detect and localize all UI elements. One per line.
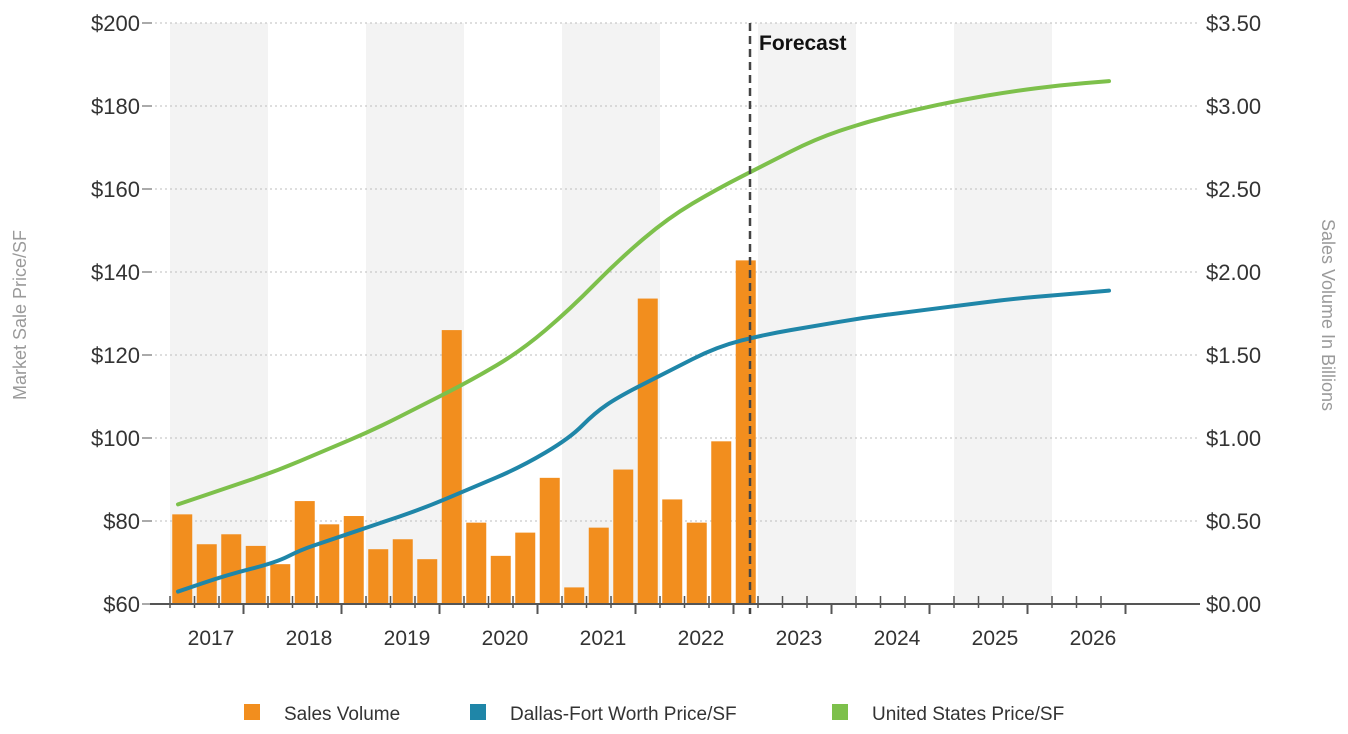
sales-volume-bars [172, 260, 756, 604]
year-band-2017 [170, 23, 268, 604]
x-tick-label: 2019 [384, 627, 431, 650]
forecast-label: Forecast [759, 32, 847, 55]
sales-volume-bar [564, 587, 585, 604]
sales-volume-bar [735, 260, 756, 604]
price-lines [176, 79, 1111, 594]
y-left-tick-label: $120 [91, 343, 140, 368]
y-right-tick-label: $1.00 [1206, 426, 1261, 451]
sales-volume-bar [221, 534, 242, 604]
sales-volume-bar [490, 555, 511, 604]
y-right-tick-label: $2.00 [1206, 260, 1261, 285]
sales-volume-bar [319, 524, 340, 604]
sales-volume-bar [637, 298, 658, 604]
sales-volume-bar [196, 544, 217, 604]
legend-sales-volume: Sales Volume [244, 704, 400, 725]
year-bands [170, 23, 1052, 604]
x-tick-label: 2018 [286, 627, 333, 650]
y-right-tick-label: $3.00 [1206, 94, 1261, 119]
sales-volume-bar [711, 441, 732, 604]
y-right-tick-label: $0.00 [1206, 592, 1261, 617]
us-price-line [176, 79, 1111, 507]
forecast-marker: Forecast [748, 23, 847, 614]
sales-volume-bar [294, 501, 315, 604]
sales-volume-bar [466, 522, 487, 604]
sales-volume-bar [172, 514, 193, 604]
sales-volume-bar [441, 330, 462, 604]
year-band-2023 [758, 23, 856, 604]
x-tick-label: 2022 [678, 627, 725, 650]
sales-volume-bar [368, 549, 389, 604]
axes: 2017 2018 2019 2020 2021 2022 2023 2024 2025 2026… [10, 11, 1338, 650]
legend-sales-volume-swatch [244, 704, 260, 720]
legend-sales-volume-label: Sales Volume [284, 704, 400, 725]
sales-volume-bar [662, 499, 683, 604]
x-tick-label: 2024 [874, 627, 921, 650]
x-tick-label: 2025 [972, 627, 1019, 650]
sales-volume-bar [515, 532, 536, 604]
legend-us: United States Price/SF [832, 704, 1064, 725]
y-right-tick-label: $2.50 [1206, 177, 1261, 202]
sales-volume-bar [588, 527, 609, 604]
sales-volume-bar [245, 545, 266, 604]
y-right-tick-label: $3.50 [1206, 11, 1261, 36]
legend: Sales Volume Dallas-Fort Worth Price/SF Un… [244, 704, 1064, 725]
y-left-tick-label: $160 [91, 177, 140, 202]
y-right-tick-label: $0.50 [1206, 509, 1261, 534]
x-tick-label: 2021 [580, 627, 627, 650]
sales-volume-bar [539, 477, 560, 604]
y-left-tick-label: $180 [91, 94, 140, 119]
y-left-tick-label: $60 [103, 592, 140, 617]
dfw-price-line [176, 288, 1111, 594]
legend-dfw-swatch [470, 704, 486, 720]
x-tick-label: 2023 [776, 627, 823, 650]
legend-dfw-label: Dallas-Fort Worth Price/SF [510, 704, 737, 725]
y-right-axis-title: Sales Volume In Billions [1318, 219, 1338, 411]
legend-us-swatch [832, 704, 848, 720]
legend-us-label: United States Price/SF [872, 704, 1064, 725]
x-tick-label: 2020 [482, 627, 529, 650]
y-left-tick-label: $140 [91, 260, 140, 285]
sales-volume-bar [686, 522, 707, 604]
sales-volume-bar [417, 559, 438, 604]
y-left-tick-label: $200 [91, 11, 140, 36]
sales-volume-bar [343, 516, 364, 604]
sales-volume-bar [613, 469, 634, 604]
x-tick-label: 2017 [188, 627, 235, 650]
legend-dfw: Dallas-Fort Worth Price/SF [470, 704, 737, 725]
sales-volume-bar [392, 539, 413, 604]
y-left-tick-label: $100 [91, 426, 140, 451]
year-band-2025 [954, 23, 1052, 604]
x-tick-label: 2026 [1070, 627, 1117, 650]
y-left-tick-label: $80 [103, 509, 140, 534]
sales-volume-bar [270, 564, 291, 604]
y-right-tick-label: $1.50 [1206, 343, 1261, 368]
y-left-axis-title: Market Sale Price/SF [10, 230, 30, 400]
